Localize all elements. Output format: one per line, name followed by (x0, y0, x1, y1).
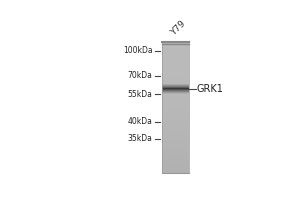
Bar (162, 108, 189, 110)
Bar (162, 160, 189, 163)
Bar (162, 90, 189, 91)
Bar (162, 93, 189, 94)
Bar (162, 165, 189, 167)
Bar (162, 51, 189, 54)
Bar (162, 86, 189, 87)
Text: 35kDa: 35kDa (128, 134, 153, 143)
Bar (162, 92, 189, 93)
Bar (162, 56, 189, 58)
Bar (162, 80, 189, 82)
Bar (162, 97, 189, 100)
Bar (162, 77, 189, 80)
Bar (162, 42, 189, 45)
Bar (162, 49, 189, 52)
Bar (162, 53, 189, 56)
Bar (162, 88, 189, 91)
Bar (162, 88, 189, 89)
Bar (162, 143, 189, 145)
Bar (162, 60, 189, 62)
Bar (162, 86, 189, 89)
Bar (162, 112, 189, 115)
Bar (162, 134, 189, 137)
Bar (162, 62, 189, 65)
Bar (162, 83, 189, 84)
Bar (162, 138, 189, 141)
Text: GRK1: GRK1 (197, 84, 224, 94)
Bar (162, 89, 189, 90)
Bar (162, 136, 189, 139)
Bar (162, 117, 189, 119)
Bar (162, 152, 189, 154)
Bar (162, 147, 189, 150)
Text: Y79: Y79 (169, 20, 187, 38)
Bar (162, 104, 189, 106)
Bar (162, 82, 189, 84)
Text: 70kDa: 70kDa (128, 71, 153, 80)
Bar (162, 145, 189, 148)
Bar (162, 90, 189, 93)
Bar (162, 84, 189, 86)
Bar (162, 75, 189, 78)
Bar (162, 89, 189, 90)
Bar (162, 92, 189, 93)
Bar (162, 47, 189, 49)
Bar (162, 110, 189, 113)
Bar (162, 132, 189, 134)
Bar (162, 66, 189, 69)
Bar (162, 90, 189, 91)
Text: 40kDa: 40kDa (128, 117, 153, 126)
Bar (162, 167, 189, 169)
Bar (162, 119, 189, 121)
Bar (162, 58, 189, 60)
Bar (162, 84, 189, 85)
Bar (162, 125, 189, 128)
Bar (162, 64, 189, 67)
Bar (162, 87, 189, 88)
Bar (162, 171, 189, 174)
Bar (162, 93, 189, 95)
Bar (162, 121, 189, 124)
Bar (162, 99, 189, 102)
Bar (162, 45, 189, 47)
Bar (162, 73, 189, 76)
Bar (162, 69, 189, 71)
Bar (162, 130, 189, 132)
Bar (162, 123, 189, 126)
Bar (162, 91, 189, 92)
Bar (162, 158, 189, 161)
Bar (162, 141, 189, 143)
Bar (162, 128, 189, 130)
Bar (162, 42, 189, 173)
Bar (162, 87, 189, 88)
Bar (162, 162, 189, 165)
Bar (162, 169, 189, 172)
Bar (162, 114, 189, 117)
Bar (162, 83, 189, 84)
Bar (162, 95, 189, 97)
Bar (162, 106, 189, 108)
Bar (162, 101, 189, 104)
Bar (162, 85, 189, 86)
Bar (162, 154, 189, 156)
Bar (162, 156, 189, 158)
Bar (162, 71, 189, 73)
Text: 55kDa: 55kDa (128, 90, 153, 99)
Text: 100kDa: 100kDa (123, 46, 153, 55)
Bar (162, 149, 189, 152)
Bar (162, 85, 189, 86)
